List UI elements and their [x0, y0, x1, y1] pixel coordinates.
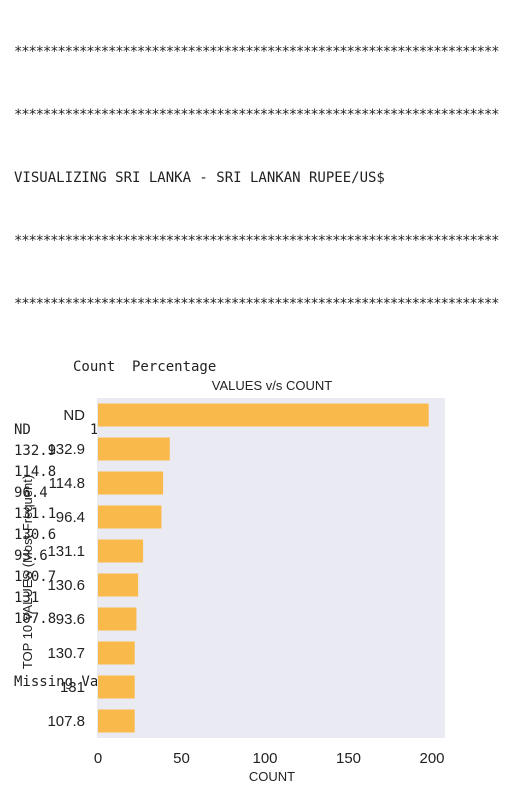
- row-value: ND: [14, 422, 31, 438]
- row-value: 107.8: [14, 611, 57, 627]
- bar: [98, 641, 135, 665]
- star-divider: ****************************************…: [14, 233, 500, 249]
- star-divider: ****************************************…: [14, 296, 500, 312]
- bar: [98, 607, 137, 631]
- row-value: 131.1: [14, 506, 57, 522]
- y-tick-label: 96.4: [56, 509, 85, 526]
- y-tick-label: 131: [60, 679, 85, 696]
- x-tick-label: 150: [336, 750, 361, 767]
- x-tick-label: 200: [419, 750, 444, 767]
- row-value: 132.9: [14, 443, 57, 459]
- row-value: 96.4: [14, 485, 48, 501]
- y-tick-label: 130.7: [47, 645, 85, 662]
- bar: [98, 709, 135, 733]
- x-axis-label: COUNT: [249, 769, 295, 784]
- row-value: 130.6: [14, 527, 57, 543]
- y-tick-label: 107.8: [47, 713, 85, 730]
- bar: [98, 675, 135, 699]
- bar: [98, 437, 170, 461]
- x-tick-label: 100: [252, 750, 277, 767]
- x-tick-label: 0: [94, 750, 102, 767]
- bar: [98, 573, 139, 597]
- row-value: 93.6: [14, 548, 48, 564]
- x-tick-label: 50: [173, 750, 190, 767]
- row-value: 131: [14, 590, 40, 606]
- row-value: 130.7: [14, 569, 57, 585]
- y-tick-label: 130.6: [47, 577, 85, 594]
- y-tick-label: 132.9: [47, 441, 85, 458]
- bar: [98, 471, 164, 495]
- bar: [98, 403, 429, 427]
- table-header: Count Percentage: [14, 359, 217, 375]
- star-divider: ****************************************…: [14, 44, 500, 60]
- row-value: 114.8: [14, 464, 57, 480]
- star-divider: ****************************************…: [14, 107, 500, 123]
- y-tick-label: 131.1: [47, 543, 85, 560]
- bar: [98, 505, 162, 529]
- values-count-bar-chart: VALUES v/s COUNT ND 132.9 114.8 96.4 131.1 13…: [20, 378, 445, 784]
- bar: [98, 539, 144, 563]
- y-tick-label: 114.8: [49, 475, 85, 492]
- y-tick-label: ND: [63, 407, 85, 424]
- page-heading: VISUALIZING SRI LANKA - SRI LANKAN RUPEE…: [14, 170, 385, 186]
- chart-title: VALUES v/s COUNT: [212, 378, 332, 393]
- y-axis-label: TOP 10 VALUES (Most Frequent): [20, 475, 35, 669]
- y-tick-label: 93.6: [56, 611, 85, 628]
